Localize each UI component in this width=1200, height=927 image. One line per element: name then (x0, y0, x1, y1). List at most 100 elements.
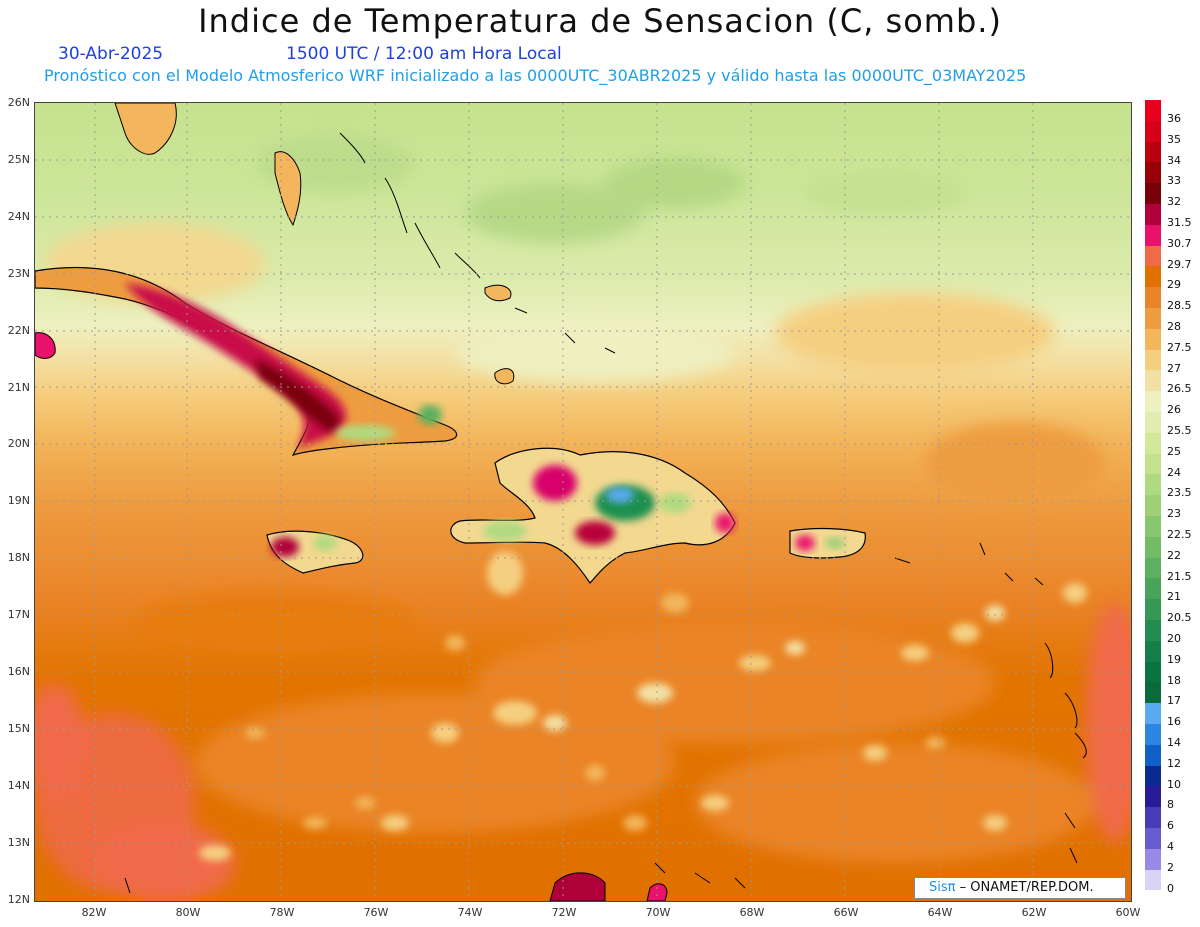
colorbar-label: 31.5 (1167, 216, 1192, 229)
colorbar-swatch (1145, 308, 1161, 329)
latitude-label: 21N (7, 380, 30, 394)
forecast-date: 30-Abr-2025 (58, 44, 164, 64)
colorbar-label: 18 (1167, 673, 1181, 687)
longitude-label: 78W (269, 906, 295, 919)
colorbar-label: 0 (1167, 881, 1174, 895)
model-info: Pronóstico con el Modelo Atmosferico WRF… (44, 66, 1027, 85)
colorbar-label: 30.7 (1167, 236, 1192, 250)
colorbar-label: 12 (1167, 756, 1181, 770)
latitude-label: 15N (7, 721, 30, 735)
colorbar-swatch (1145, 640, 1161, 662)
longitude-label: 60W (1115, 906, 1141, 919)
longitude-label: 72W (551, 906, 577, 919)
colorbar-swatch (1145, 204, 1161, 225)
colorbar-label: 22 (1167, 548, 1181, 562)
colorbar-label: 23.5 (1167, 486, 1192, 500)
colorbar-swatch (1145, 620, 1161, 641)
colorbar-swatch (1145, 141, 1161, 163)
colorbar-label: 19 (1167, 652, 1181, 666)
land-cuba (35, 266, 458, 456)
latitude-label: 16N (7, 665, 30, 678)
longitude-label: 82W (81, 906, 107, 919)
colorbar-swatch (1145, 453, 1161, 475)
colorbar-label: 22.5 (1167, 528, 1192, 541)
land-small-islands (124, 132, 1087, 894)
colorbar-label: 24 (1167, 465, 1181, 479)
colorbar-swatch (1145, 370, 1161, 392)
colorbar-label: 21.5 (1167, 569, 1192, 583)
colorbar-label: 20 (1167, 632, 1181, 645)
longitude-label: 62W (1021, 906, 1047, 919)
colorbar-swatch (1145, 536, 1161, 558)
colorbar-label: 25 (1167, 444, 1181, 458)
credit-box: Sisπ – ONAMET/REP.DOM. (914, 877, 1126, 899)
colorbar-label: 28 (1167, 320, 1181, 333)
latitude-label: 22N (7, 323, 30, 337)
colorbar-swatch (1145, 557, 1161, 579)
colorbar-swatch (1145, 495, 1161, 516)
colorbar-swatch (1145, 599, 1161, 620)
colorbar-label: 8 (1167, 798, 1174, 812)
colorbar-label: 29 (1167, 278, 1181, 292)
forecast-time: 1500 UTC / 12:00 am Hora Local (286, 44, 562, 64)
colorbar-label: 35 (1167, 132, 1181, 146)
colorbar-swatch (1145, 224, 1161, 246)
colorbar-swatch (1145, 474, 1161, 496)
map-canvas (35, 103, 1131, 901)
colorbar-label: 32 (1167, 195, 1181, 209)
land-jamaica (266, 530, 364, 574)
colorbar-label: 29.7 (1167, 257, 1192, 271)
longitude-label: 68W (739, 906, 765, 919)
land-puerto-rico (789, 527, 866, 559)
colorbar-label: 27.5 (1167, 340, 1192, 354)
colorbar-label: 23 (1167, 507, 1181, 521)
latitude-label: 23N (7, 266, 30, 280)
latitude-label: 18N (7, 551, 30, 565)
colorbar-label: 14 (1167, 736, 1181, 749)
colorbar-swatch (1145, 412, 1161, 433)
colorbar-swatch (1145, 786, 1161, 808)
colorbar-label: 4 (1167, 840, 1174, 853)
colorbar-label: 25.5 (1167, 424, 1192, 437)
colorbar-label: 28.5 (1167, 299, 1192, 313)
colorbar-swatch (1145, 807, 1161, 828)
colorbar-swatch (1145, 245, 1161, 267)
latitude-label: 14N (7, 778, 30, 792)
longitude-label: 80W (175, 906, 201, 919)
colorbar-swatch (1145, 765, 1161, 787)
colorbar-swatch (1145, 162, 1161, 184)
colorbar-label: 26.5 (1167, 382, 1192, 396)
colorbar-swatch (1145, 661, 1161, 683)
colorbar-label: 17 (1167, 694, 1181, 708)
latitude-label: 13N (7, 835, 30, 849)
map-title: Indice de Temperatura de Sensacion (C, s… (198, 2, 1002, 40)
colorbar-swatch (1145, 744, 1161, 766)
colorbar-swatch (1145, 578, 1161, 600)
credit-logo: Sisπ (929, 880, 956, 895)
colorbar-swatch (1145, 848, 1161, 870)
colorbar-swatch (1145, 682, 1161, 704)
land-hispaniola (450, 447, 736, 584)
colorbar-swatch (1145, 287, 1161, 308)
colorbar-label: 27 (1167, 361, 1181, 375)
colorbar-swatch (1145, 391, 1161, 412)
map-grid (35, 103, 1131, 901)
latitude-label: 17N (7, 608, 30, 622)
colorbar-label: 21 (1167, 590, 1181, 604)
colorbar-label: 6 (1167, 819, 1174, 833)
colorbar-swatch (1145, 328, 1161, 350)
credit-text: – ONAMET/REP.DOM. (955, 880, 1094, 895)
colorbar-swatch (1145, 703, 1161, 724)
colorbar-label: 2 (1167, 860, 1174, 874)
longitude-label: 66W (833, 906, 859, 919)
colorbar-swatch (1145, 869, 1161, 891)
field-cells (199, 551, 1087, 861)
colorbar-label: 34 (1167, 153, 1181, 167)
colorbar-swatch (1145, 349, 1161, 371)
longitude-label: 70W (645, 906, 671, 919)
colorbar-swatch (1145, 183, 1161, 204)
colorbar-label: 33 (1167, 174, 1181, 188)
field-patches-north (45, 133, 1105, 503)
colorbar-swatch (1145, 516, 1161, 537)
colorbar-label: 10 (1167, 777, 1181, 791)
